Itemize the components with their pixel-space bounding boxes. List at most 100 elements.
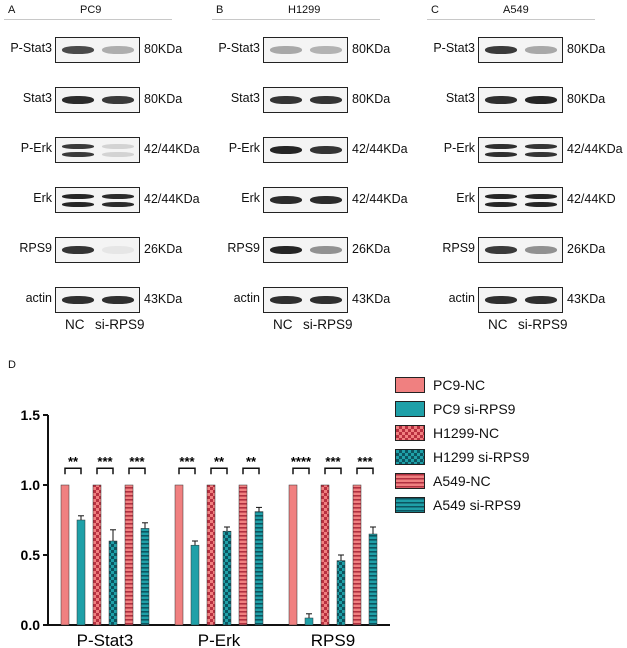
molecular-weight-label: 80KDa: [567, 92, 606, 106]
legend-label: A549 si-RPS9: [433, 497, 521, 513]
significance-label: ***: [129, 454, 145, 469]
molecular-weight-label: 42/44KDa: [144, 192, 200, 206]
blot-strip: [263, 137, 348, 163]
legend-label: PC9-NC: [433, 377, 486, 393]
molecular-weight-label: 42/44KDa: [352, 192, 408, 206]
significance-label: **: [214, 454, 225, 469]
molecular-weight-label: 80KDa: [144, 42, 183, 56]
significance-label: **: [68, 454, 79, 469]
protein-label: Stat3: [445, 91, 475, 105]
lane-label-nc: NC: [65, 317, 85, 332]
bar: [352, 484, 362, 626]
blot-band: [102, 144, 134, 149]
blot-strip: [478, 237, 563, 263]
panel-letter: A: [8, 4, 16, 16]
blot-strip: [55, 37, 140, 63]
protein-label: actin: [25, 291, 52, 305]
y-tick-label: 1.5: [21, 407, 41, 423]
lane-label-nc: NC: [273, 317, 293, 332]
significance-label: **: [246, 454, 257, 469]
molecular-weight-label: 42/44KDa: [144, 142, 200, 156]
legend-label: PC9 si-RPS9: [433, 401, 516, 417]
blot-band: [62, 96, 94, 104]
blot-band: [485, 46, 517, 54]
bar: [206, 484, 216, 626]
bar: [238, 484, 248, 626]
blot-strip: [263, 187, 348, 213]
blot-band: [485, 144, 517, 149]
blot-band: [310, 196, 342, 204]
molecular-weight-label: 26KDa: [352, 242, 391, 256]
protein-label: Stat3: [22, 91, 52, 105]
molecular-weight-label: 26KDa: [567, 242, 606, 256]
significance-bracket: [128, 467, 146, 475]
blot-strip: [478, 37, 563, 63]
blot-band: [270, 96, 302, 104]
blot-band: [485, 194, 517, 199]
panel-top-rule: [212, 19, 380, 20]
bar-chart: 0.00.51.01.5** *** ***P-Stat3*** ** **P-Erk*…: [21, 407, 390, 648]
blot-strip: [55, 137, 140, 163]
panel-top-rule: [4, 19, 172, 20]
blot-band: [270, 46, 302, 54]
blot-strip: [55, 287, 140, 313]
molecular-weight-label: 42/44KD: [567, 192, 616, 206]
protein-label: RPS9: [442, 241, 475, 255]
blot-strip: [263, 87, 348, 113]
protein-label: P-Stat3: [10, 41, 52, 55]
protein-label: P-Stat3: [433, 41, 475, 55]
blot-band: [310, 296, 342, 304]
blot-band: [62, 152, 94, 157]
blot-band: [102, 194, 134, 199]
legend-swatch: [395, 473, 425, 489]
panel-letter: B: [216, 4, 224, 16]
molecular-weight-label: 43KDa: [567, 292, 606, 306]
bar: [304, 617, 314, 626]
blot-band: [270, 146, 302, 154]
panel-top-rule: [427, 19, 595, 20]
legend-swatch: [395, 425, 425, 441]
bar: [222, 530, 232, 626]
molecular-weight-label: 80KDa: [352, 92, 391, 106]
protein-label: actin: [448, 291, 475, 305]
molecular-weight-label: 80KDa: [567, 42, 606, 56]
bar: [76, 519, 86, 626]
significance-bracket: [242, 467, 260, 475]
blot-band: [102, 152, 134, 157]
molecular-weight-label: 26KDa: [144, 242, 183, 256]
significance-bracket: [96, 467, 114, 475]
legend-label: A549-NC: [433, 473, 491, 489]
blot-strip: [55, 187, 140, 213]
x-category-label: RPS9: [311, 631, 355, 648]
legend-swatch: [395, 449, 425, 465]
cell-line-title: PC9: [80, 4, 102, 16]
blot-band: [62, 144, 94, 149]
protein-label: P-Stat3: [218, 41, 260, 55]
blot-band: [62, 246, 94, 254]
significance-label: ***: [179, 454, 195, 469]
protein-label: Erk: [33, 191, 52, 205]
significance-bracket: [292, 467, 310, 475]
blot-strip: [478, 187, 563, 213]
significance-label: ***: [357, 454, 373, 469]
bar: [320, 484, 330, 626]
bar: [368, 533, 378, 626]
blot-band: [485, 296, 517, 304]
lane-label-si-rps9: si-RPS9: [95, 317, 145, 332]
cell-line-title: H1299: [288, 4, 321, 16]
protein-label: Erk: [241, 191, 260, 205]
significance-bracket: [324, 467, 342, 475]
significance-bracket: [64, 467, 82, 475]
y-tick-label: 1.0: [21, 477, 41, 493]
lane-label-si-rps9: si-RPS9: [518, 317, 568, 332]
bar: [288, 484, 298, 626]
panel-letter: C: [431, 4, 439, 16]
protein-label: P-Erk: [228, 141, 260, 155]
x-category-label: P-Erk: [198, 631, 241, 648]
legend-swatch: [395, 377, 425, 393]
blot-band: [310, 46, 342, 54]
significance-label: ****: [291, 454, 312, 469]
blot-band: [270, 296, 302, 304]
blot-band: [102, 202, 134, 207]
blot-band: [102, 46, 134, 54]
